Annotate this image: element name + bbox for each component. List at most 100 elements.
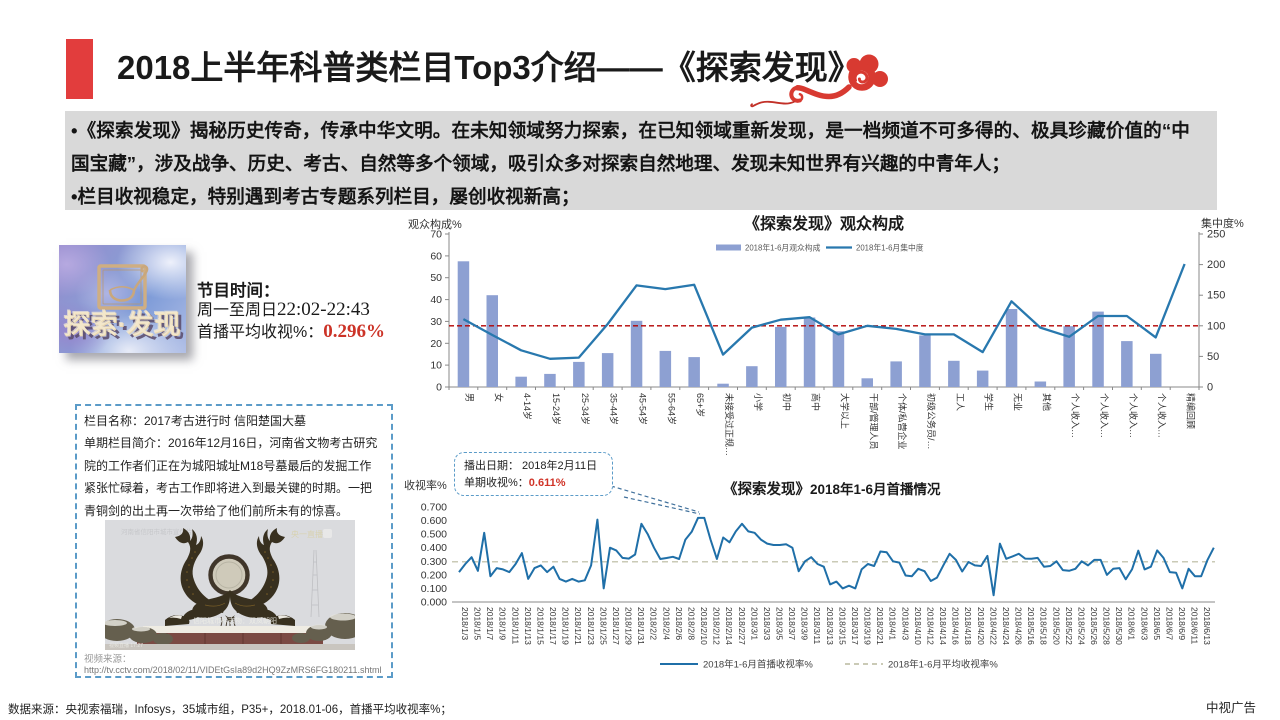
svg-text:2018/3/7: 2018/3/7 — [787, 607, 797, 640]
svg-text:2018/6/3: 2018/6/3 — [1139, 607, 1149, 640]
svg-text:个人收入…: 个人收入… — [1099, 393, 1110, 438]
svg-text:大学以上: 大学以上 — [839, 393, 850, 429]
svg-text:2018/4/1: 2018/4/1 — [888, 607, 898, 640]
svg-text:2018/4/10: 2018/4/10 — [913, 607, 923, 645]
svg-text:2018/1/17: 2018/1/17 — [548, 607, 558, 645]
svg-text:35-44岁: 35-44岁 — [609, 393, 620, 425]
svg-text:0.100: 0.100 — [421, 583, 447, 595]
svg-text:2018/4/16: 2018/4/16 — [951, 607, 961, 645]
svg-text:0.500: 0.500 — [421, 529, 447, 541]
svg-text:女: 女 — [493, 393, 504, 402]
svg-text:2018/3/13: 2018/3/13 — [825, 607, 835, 645]
svg-text:2018/3/11: 2018/3/11 — [812, 607, 822, 644]
svg-text:个人收入…: 个人收入… — [1128, 393, 1139, 438]
svg-text:精编回顾: 精编回顾 — [1186, 393, 1197, 429]
svg-text:2018/3/9: 2018/3/9 — [800, 607, 810, 640]
svg-text:2018年1-6月首播收视率%: 2018年1-6月首播收视率% — [703, 659, 813, 671]
svg-text:2018/4/24: 2018/4/24 — [1001, 607, 1011, 645]
svg-text:50: 50 — [1207, 351, 1219, 363]
svg-text:2018/6/13: 2018/6/13 — [1202, 607, 1212, 645]
svg-text:小学: 小学 — [753, 393, 764, 411]
svg-text:2018/4/3: 2018/4/3 — [900, 607, 910, 640]
svg-text:2018/1/7: 2018/1/7 — [485, 607, 495, 640]
svg-text:0: 0 — [436, 382, 442, 394]
svg-text:0.200: 0.200 — [421, 569, 447, 581]
svg-text:工人: 工人 — [955, 393, 965, 411]
svg-text:0.000: 0.000 — [421, 597, 447, 609]
svg-text:0: 0 — [1207, 382, 1213, 394]
svg-text:2018/3/3: 2018/3/3 — [762, 607, 772, 640]
svg-text:150: 150 — [1207, 290, 1225, 302]
svg-text:2018年1-6月集中度: 2018年1-6月集中度 — [856, 243, 924, 253]
svg-text:未接受过正规…: 未接受过正规… — [724, 393, 735, 456]
svg-text:2018/1/5: 2018/1/5 — [473, 607, 483, 640]
svg-text:收视率%: 收视率% — [404, 478, 447, 492]
svg-text:2018/5/20: 2018/5/20 — [1051, 607, 1061, 645]
svg-text:学生: 学生 — [984, 393, 995, 411]
svg-text:2018/1/27: 2018/1/27 — [611, 607, 621, 645]
svg-text:2018年1-6月观众构成: 2018年1-6月观众构成 — [745, 243, 821, 253]
svg-text:2018/6/7: 2018/6/7 — [1165, 607, 1175, 640]
svg-text:55-64岁: 55-64岁 — [666, 393, 677, 425]
svg-text:2018/1/23: 2018/1/23 — [586, 607, 596, 645]
svg-text:30: 30 — [430, 316, 442, 328]
svg-text:央一直播: 央一直播 — [291, 529, 323, 539]
svg-text:250: 250 — [1207, 229, 1225, 241]
svg-text:2018/5/16: 2018/5/16 — [1026, 607, 1036, 645]
svg-text:观众构成%: 观众构成% — [408, 217, 462, 231]
svg-text:2018/1/31: 2018/1/31 — [636, 607, 646, 645]
svg-text:2018/5/28: 2018/5/28 — [1102, 607, 1112, 645]
svg-text:45-54岁: 45-54岁 — [638, 393, 649, 425]
svg-text:2018/6/5: 2018/6/5 — [1152, 607, 1162, 640]
svg-text:10: 10 — [430, 360, 442, 372]
svg-text:2018/2/14: 2018/2/14 — [724, 607, 734, 645]
svg-text:2018/1/15: 2018/1/15 — [536, 607, 546, 645]
svg-text:2018/4/12: 2018/4/12 — [926, 607, 936, 645]
svg-text:个人收入…: 个人收入… — [1157, 393, 1168, 438]
svg-text:信阳城市标志物：双凤朝阳: 信阳城市标志物：双凤朝阳 — [193, 616, 277, 625]
svg-text:个体/私营企业: 个体/私营企业 — [897, 393, 908, 450]
svg-text:集中度%: 集中度% — [1201, 216, 1244, 230]
svg-text:2018/2/4: 2018/2/4 — [661, 607, 671, 640]
svg-text:40: 40 — [430, 294, 442, 306]
svg-text:2018/1/29: 2018/1/29 — [624, 607, 634, 645]
svg-text:2018/2/6: 2018/2/6 — [674, 607, 684, 640]
svg-text:视频直播 17:27: 视频直播 17:27 — [109, 642, 143, 649]
svg-text:15-24岁: 15-24岁 — [551, 393, 562, 425]
svg-text:2018/3/15: 2018/3/15 — [837, 607, 847, 645]
svg-text:初中: 初中 — [782, 393, 793, 411]
svg-text:2018/4/22: 2018/4/22 — [988, 607, 998, 645]
svg-text:2018/3/21: 2018/3/21 — [875, 607, 885, 645]
svg-text:个人收入…: 个人收入… — [1070, 393, 1081, 438]
svg-text:2018/3/1: 2018/3/1 — [749, 607, 759, 640]
svg-text:2018/4/26: 2018/4/26 — [1014, 607, 1024, 645]
svg-text:0.300: 0.300 — [421, 556, 447, 568]
svg-text:探索·发现: 探索·发现 — [64, 309, 181, 340]
svg-text:2018/2/8: 2018/2/8 — [686, 607, 696, 640]
svg-text:河南省信阳市城市宣传片: 河南省信阳市城市宣传片 — [121, 527, 193, 536]
svg-text:2018/3/19: 2018/3/19 — [863, 607, 873, 645]
svg-text:2018/2/12: 2018/2/12 — [712, 607, 722, 645]
svg-text:《探索发现》观众构成: 《探索发现》观众构成 — [744, 214, 904, 233]
svg-text:男: 男 — [464, 393, 474, 402]
svg-text:2018/4/18: 2018/4/18 — [963, 607, 973, 645]
svg-text:探索·发现: 探索·发现 — [63, 308, 180, 339]
svg-text:《探索发现》2018年1-6月首播情况: 《探索发现》2018年1-6月首播情况 — [723, 480, 941, 498]
svg-text:2018年1-6月平均收视率%: 2018年1-6月平均收视率% — [888, 659, 998, 671]
svg-text:探索·发现: 探索·发现 — [67, 312, 184, 343]
svg-text:25-34岁: 25-34岁 — [580, 393, 591, 425]
svg-text:无业: 无业 — [1013, 393, 1023, 411]
svg-text:其他: 其他 — [1041, 393, 1052, 411]
svg-text:2018/1/21: 2018/1/21 — [573, 607, 583, 645]
svg-text:2018/6/9: 2018/6/9 — [1177, 607, 1187, 640]
svg-text:100: 100 — [1207, 320, 1225, 332]
svg-text:2018/3/17: 2018/3/17 — [850, 607, 860, 645]
svg-text:高中: 高中 — [811, 393, 822, 411]
svg-text:2018/3/5: 2018/3/5 — [775, 607, 785, 640]
svg-text:干部/管理人员: 干部/管理人员 — [868, 393, 879, 450]
svg-text:2018/1/3: 2018/1/3 — [460, 607, 470, 640]
svg-text:2018/5/22: 2018/5/22 — [1064, 607, 1074, 645]
svg-text:2018/1/13: 2018/1/13 — [523, 607, 533, 645]
svg-text:2018/1/11: 2018/1/11 — [510, 607, 520, 644]
svg-text:4-14岁: 4-14岁 — [522, 393, 533, 420]
